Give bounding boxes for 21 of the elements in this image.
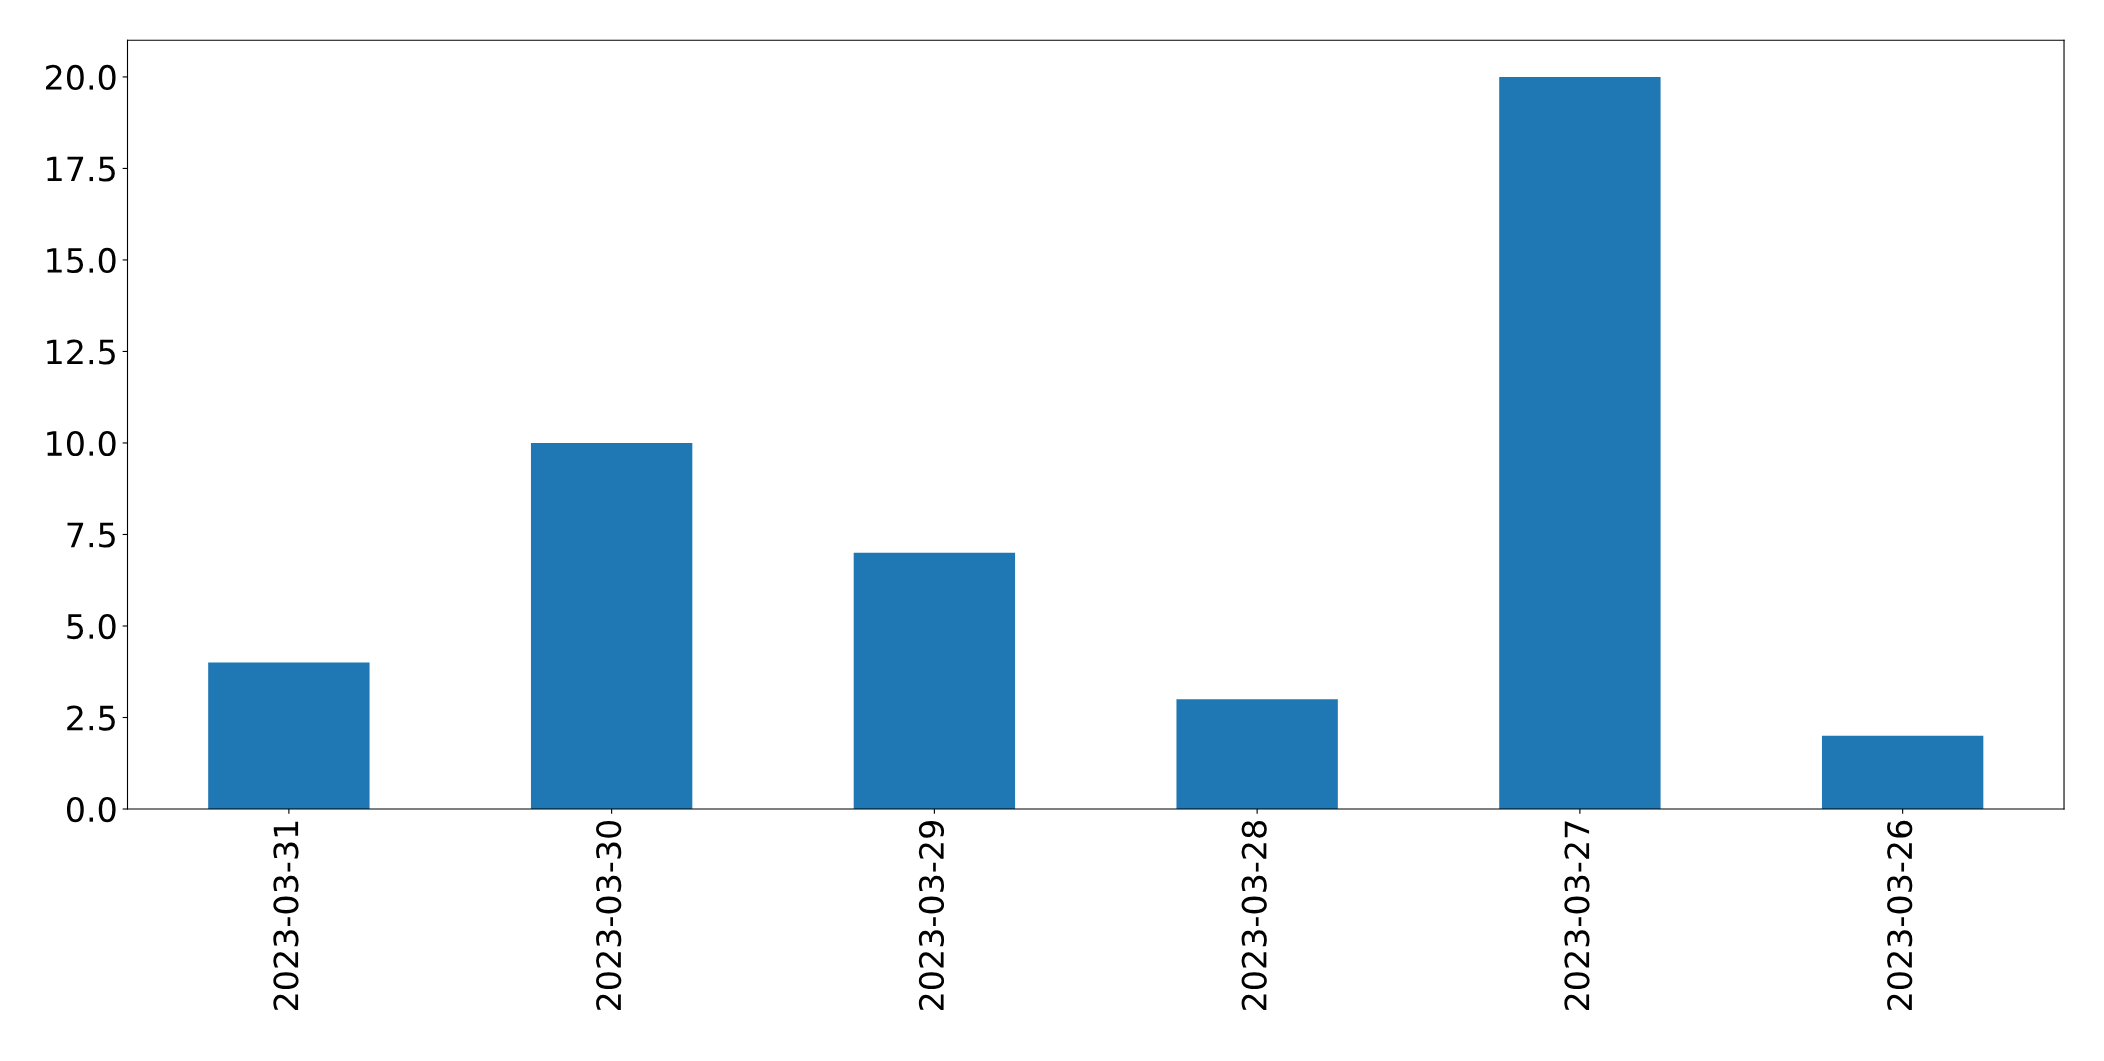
bar	[1821, 735, 1984, 810]
x-tick-label: 2023-03-30	[596, 820, 622, 1011]
y-tick-label: 17.5	[47, 156, 115, 182]
x-tick-label: 2023-03-27	[1564, 821, 1590, 1011]
bar	[1499, 76, 1661, 810]
y-tick-label: 15.0	[47, 247, 116, 274]
bar	[1176, 699, 1338, 810]
y-tick-label: 20.0	[46, 64, 116, 91]
x-tick-label: 2023-03-28	[1241, 821, 1267, 1011]
y-tick-label: 5.0	[67, 613, 116, 640]
y-tick-label: 10.0	[47, 430, 116, 457]
bar	[208, 662, 370, 810]
x-tick-label: 2023-03-26	[1887, 820, 1913, 1011]
bar	[530, 442, 693, 810]
bar	[853, 552, 1016, 810]
y-tick-label: 0.0	[66, 796, 116, 823]
y-tick-label: 12.5	[47, 339, 115, 365]
y-tick-label: 7.5	[67, 522, 115, 548]
x-tick-label: 2023-03-31	[273, 821, 299, 1011]
x-tick-label: 2023-03-29	[918, 821, 945, 1011]
y-tick-label: 2.5	[67, 705, 115, 731]
